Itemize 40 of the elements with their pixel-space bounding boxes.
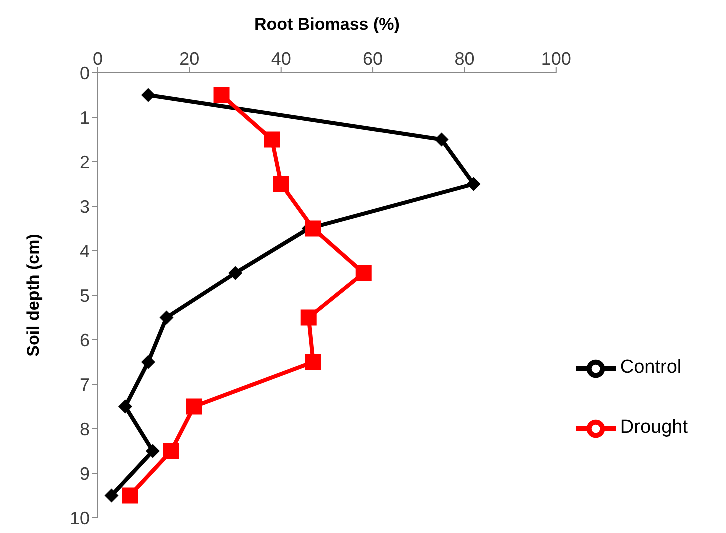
x-tick-label: 60 (363, 49, 384, 69)
point (160, 310, 174, 325)
y-tick-label: 3 (80, 196, 90, 217)
y-tick-label: 4 (80, 241, 90, 262)
x-tick-label: 20 (180, 49, 200, 69)
x-tick-label: 80 (454, 49, 475, 69)
y-tick-label: 5 (80, 286, 90, 306)
y-tick-label: 10 (70, 508, 90, 528)
point (300, 310, 317, 326)
point (305, 220, 322, 237)
y-tick-label: 1 (80, 108, 90, 128)
x-axis-title: Root Biomass (%) (254, 15, 400, 34)
point (264, 132, 280, 148)
point (356, 265, 372, 282)
point (228, 266, 243, 280)
point (434, 132, 449, 147)
point (186, 398, 202, 415)
point (141, 355, 156, 370)
point (146, 444, 160, 458)
legend-label: Drought (620, 417, 688, 438)
y-axis-title: Soil depth (cm) (24, 234, 44, 357)
y-tick-label: 2 (80, 152, 90, 172)
x-tick-label: 0 (92, 49, 104, 69)
point (104, 488, 119, 503)
point (163, 443, 180, 460)
point (122, 488, 138, 504)
x-tick-label: 40 (271, 49, 292, 69)
y-tick-label: 9 (80, 464, 90, 484)
y-tick-label: 0 (80, 63, 90, 84)
y-tick-label: 6 (80, 330, 90, 350)
point (118, 400, 133, 414)
y-tick-label: 8 (80, 419, 90, 440)
legend-label: Control (620, 357, 682, 378)
point (466, 177, 481, 192)
x-tick-label: 100 (541, 49, 572, 69)
y-tick-label: 7 (80, 374, 90, 395)
point (273, 176, 290, 192)
point (305, 354, 322, 370)
point (141, 88, 156, 102)
point (214, 87, 230, 104)
